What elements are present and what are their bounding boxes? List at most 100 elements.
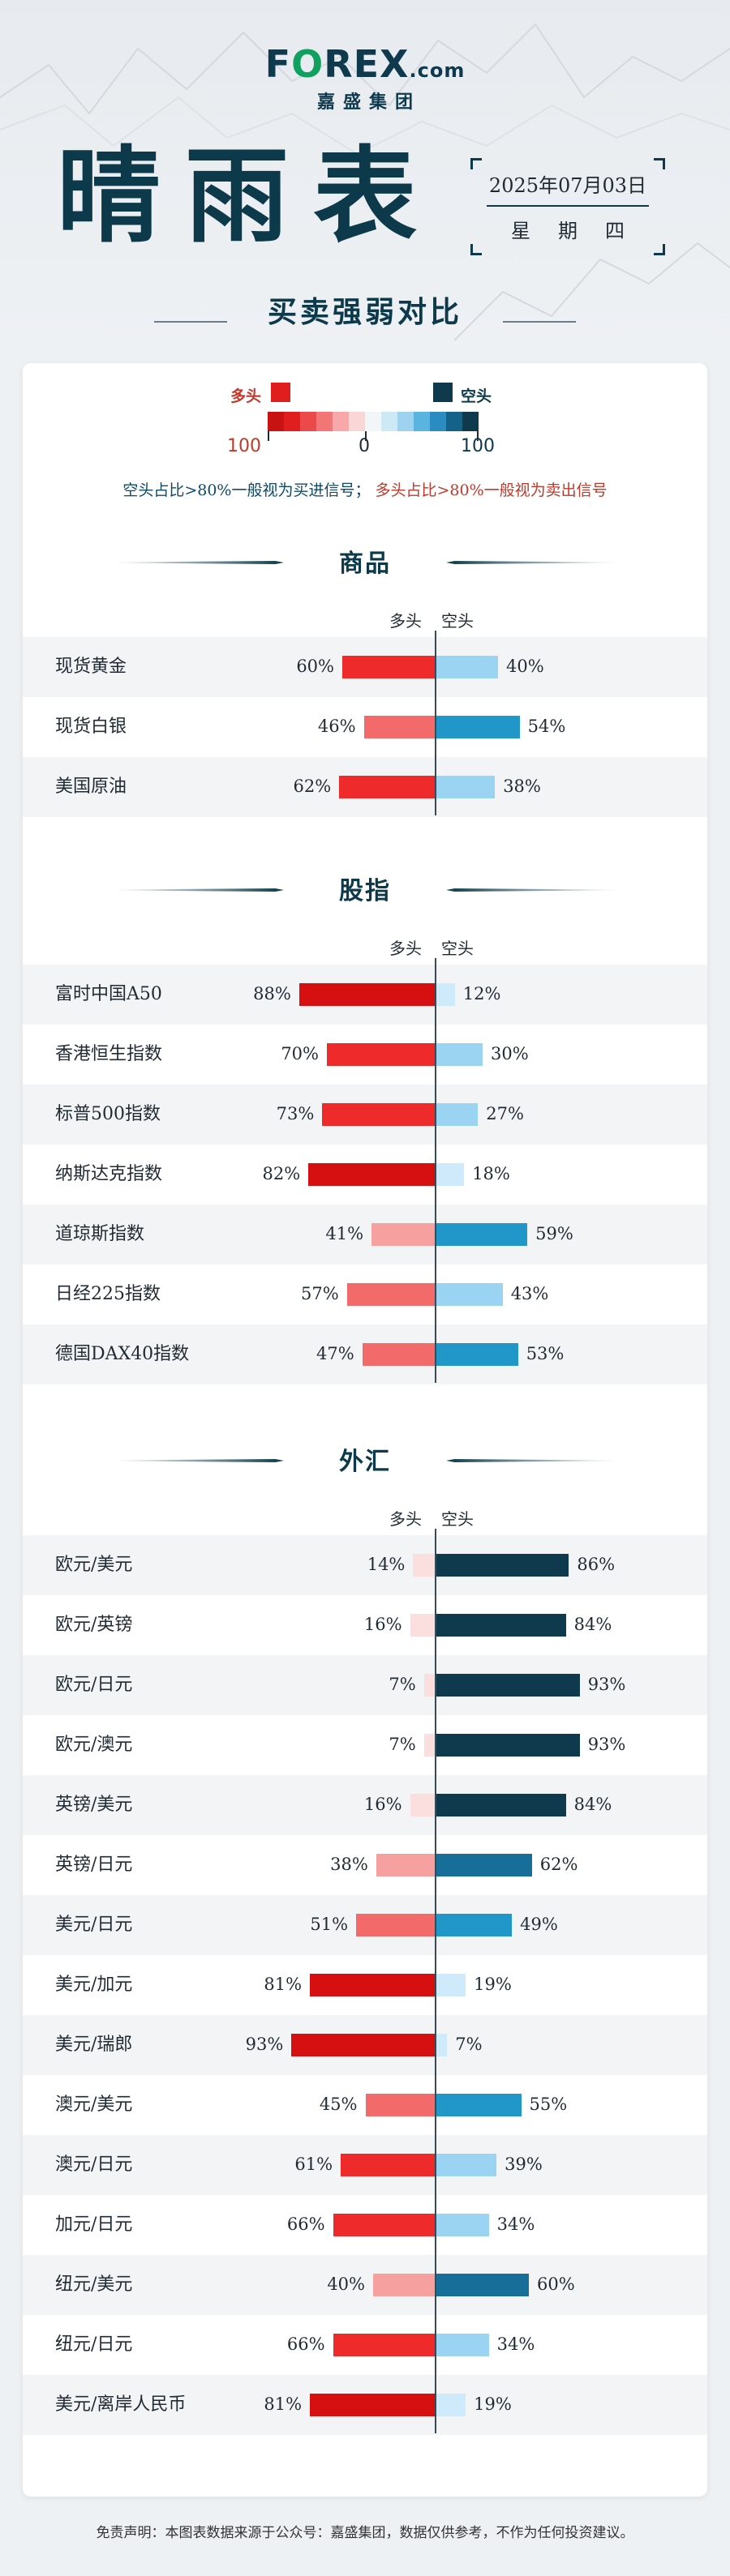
long-value: 46% [317, 717, 356, 736]
instrument-name: 日经225指数 [55, 1283, 161, 1304]
short-value: 53% [526, 1344, 565, 1363]
instrument-name: 欧元/澳元 [55, 1734, 133, 1755]
long-bar [298, 983, 435, 1006]
date-text: 2025年07月03日 [488, 174, 647, 197]
long-value: 57% [301, 1284, 339, 1303]
column-short: 空头 [441, 1509, 474, 1529]
short-bar [436, 1283, 503, 1306]
short-bar [436, 1674, 580, 1697]
long-value: 81% [264, 1975, 303, 1994]
short-value: 12% [462, 984, 501, 1003]
legend-long-label: 多头 [230, 387, 262, 405]
instrument-name: 澳元/美元 [55, 2094, 133, 2115]
section-line-right [446, 561, 616, 564]
short-bar [436, 2214, 489, 2236]
long-bar [341, 2154, 435, 2176]
short-bar [436, 2394, 466, 2416]
short-bar [436, 2094, 522, 2116]
table-row: 道琼斯指数 41% 59% [23, 1205, 707, 1264]
page-title: 晴雨表 [57, 135, 442, 257]
section-header: 股指 [23, 871, 707, 911]
table-row: 美元/离岸人民币 81% 19% [23, 2375, 707, 2435]
long-bar [342, 656, 435, 678]
long-bar [373, 2274, 435, 2296]
table-row: 欧元/澳元 7% 93% [23, 1715, 707, 1775]
table-row: 德国DAX40指数 47% 53% [23, 1324, 707, 1384]
note-long: 多头占比>80%一般视为卖出信号 [375, 481, 608, 499]
short-bar [436, 1554, 569, 1577]
short-value: 19% [474, 1975, 512, 1994]
instrument-name: 美元/离岸人民币 [55, 2394, 187, 2415]
short-value: 54% [527, 717, 566, 736]
table-row: 英镑/日元 38% 62% [23, 1835, 707, 1895]
short-value: 18% [472, 1164, 510, 1183]
instrument-name: 纽元/日元 [55, 2334, 133, 2355]
table-row: 英镑/美元 16% 84% [23, 1775, 707, 1835]
short-bar [436, 1914, 513, 1936]
short-bar [436, 983, 455, 1006]
long-bar [310, 1974, 435, 1996]
legend-short-swatch [433, 383, 453, 402]
long-bar [333, 2334, 435, 2356]
long-value: 66% [286, 2214, 325, 2234]
note-short: 空头占比>80%一般视为买进信号； [122, 481, 371, 499]
long-value: 7% [389, 1735, 416, 1754]
section-header: 外汇 [23, 1441, 707, 1482]
short-bar [436, 1734, 580, 1757]
short-bar [436, 2334, 489, 2356]
table-row: 纽元/美元 40% 60% [23, 2255, 707, 2315]
short-value: 93% [587, 1735, 626, 1754]
short-bar [436, 1974, 466, 1996]
short-value: 84% [573, 1795, 612, 1814]
instrument-name: 欧元/日元 [55, 1674, 133, 1695]
instrument-name: 欧元/英镑 [55, 1614, 133, 1635]
long-value: 70% [281, 1044, 319, 1063]
table-row: 加元/日元 66% 34% [23, 2195, 707, 2255]
chart-line-decoration [0, 23, 730, 341]
short-bar [436, 1103, 479, 1126]
instrument-name: 香港恒生指数 [55, 1043, 163, 1064]
long-value: 93% [245, 2035, 284, 2054]
long-bar [356, 1914, 435, 1936]
long-value: 51% [310, 1915, 349, 1934]
content-card: 多头 空头 100 0 100 空头占比>80%一般视为买进信号； 多头占比>8… [23, 363, 707, 2497]
long-bar [410, 1794, 435, 1816]
section-header: 商品 [23, 543, 707, 584]
short-value: 30% [491, 1044, 529, 1063]
short-bar [436, 2274, 529, 2296]
table-row: 美国原油 62% 38% [23, 757, 707, 817]
table-row: 标普500指数 73% 27% [23, 1085, 707, 1145]
section-title: 外汇 [339, 1448, 391, 1476]
column-long: 多头 [389, 1509, 422, 1529]
table-row: 欧元/英镑 16% 84% [23, 1595, 707, 1655]
short-bar [436, 1043, 483, 1066]
short-bar [436, 1794, 566, 1816]
short-value: 34% [496, 2214, 535, 2234]
instrument-name: 美国原油 [55, 776, 127, 797]
table-row: 现货白银 46% 54% [23, 697, 707, 757]
table-row: 美元/加元 81% 19% [23, 1955, 707, 2015]
long-bar [310, 2394, 435, 2416]
short-bar [436, 1223, 528, 1246]
legend-short-label: 空头 [461, 387, 492, 405]
long-bar [327, 1043, 435, 1066]
short-value: 93% [587, 1675, 626, 1694]
long-bar [322, 1103, 435, 1126]
subtitle-band: 买卖强弱对比 [154, 285, 576, 337]
short-bar [436, 2154, 497, 2176]
disclaimer: 免责声明：本图表数据来源于公众号：嘉盛集团，数据仅供参考，不作为任何投资建议。 [96, 2525, 634, 2541]
table-row: 澳元/日元 61% 39% [23, 2135, 707, 2195]
section-title: 股指 [339, 877, 391, 905]
short-value: 43% [510, 1284, 549, 1303]
legend-color-scale [268, 412, 479, 431]
center-axis [435, 958, 436, 1383]
instrument-name: 标普500指数 [55, 1103, 161, 1124]
long-value: 82% [262, 1164, 301, 1183]
short-bar [436, 2034, 448, 2056]
long-value: 38% [330, 1855, 368, 1874]
long-value: 88% [253, 984, 291, 1003]
page-header: FOREX.com 嘉盛集团 晴雨表 2025年07月03日 星期四 买卖强弱对… [0, 0, 730, 357]
short-value: 49% [520, 1915, 558, 1934]
table-row: 纳斯达克指数 82% 18% [23, 1145, 707, 1205]
long-bar [333, 2214, 435, 2236]
